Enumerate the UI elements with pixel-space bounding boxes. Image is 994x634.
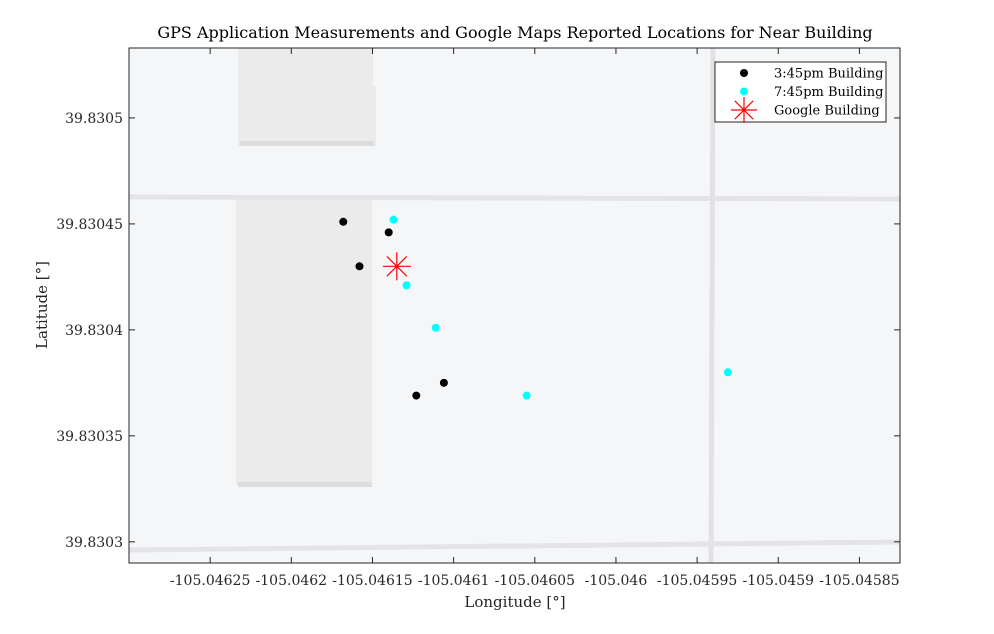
- data-points: [339, 215, 732, 400]
- building-shadow-main: [238, 482, 372, 487]
- legend-google-building-symbol: [731, 97, 757, 123]
- x-tick-label: -105.0459: [742, 573, 814, 589]
- x-tick-label: -105.04625: [170, 573, 250, 589]
- 3-45pm-building-point: [384, 228, 393, 237]
- road-horizontal-south: [128, 539, 901, 553]
- 7-45pm-building-point: [389, 215, 398, 224]
- y-axis-label: Latitude [°]: [33, 261, 51, 349]
- y-tick-label: 39.8304: [65, 323, 123, 339]
- road-horizontal-north: [128, 194, 901, 202]
- legend-3-45pm-building-symbol: [740, 69, 748, 77]
- legend-3-45pm-building-label: 3:45pm Building: [774, 67, 883, 82]
- 3-45pm-building-point: [412, 391, 421, 400]
- y-tick-label: 39.83045: [56, 217, 123, 233]
- legend-google-building-label: Google Building: [774, 104, 880, 119]
- x-tick-label: -105.04595: [657, 573, 737, 589]
- x-tick-label: -105.04605: [495, 573, 575, 589]
- star-stroke: [734, 100, 754, 120]
- 7-45pm-building-point: [522, 391, 531, 400]
- x-tick-label: -105.0461: [418, 573, 490, 589]
- building-shadow-north: [240, 141, 374, 146]
- road-vertical: [708, 47, 716, 564]
- x-tick-label: -105.0462: [256, 573, 328, 589]
- building-footprint-main: [236, 198, 372, 485]
- 3-45pm-building-point: [439, 378, 448, 387]
- y-tick-label: 39.8305: [65, 111, 123, 127]
- 7-45pm-building-point: [431, 323, 440, 332]
- x-axis-label: Longitude [°]: [464, 593, 565, 611]
- 3-45pm-building-point: [339, 217, 348, 226]
- map-background: [128, 47, 901, 564]
- x-tick-label: -105.04585: [819, 573, 899, 589]
- google-building-marker: [382, 252, 411, 281]
- star-stroke: [386, 255, 408, 277]
- legend: 3:45pm Building 7:45pm Building Google Bui…: [714, 61, 887, 123]
- x-tick-label: -105.046: [585, 573, 648, 589]
- 3-45pm-building-point: [355, 262, 364, 271]
- chart-title: GPS Application Measurements and Google …: [157, 23, 872, 42]
- 7-45pm-building-point: [402, 281, 411, 290]
- legend-7-45pm-building-symbol: [740, 87, 748, 96]
- plot-frame: [128, 47, 901, 564]
- y-tick-label: 39.8303: [65, 535, 123, 551]
- ticks: -105.04625 -105.0462 -105.04615 -105.0461 -1…: [56, 48, 900, 589]
- y-tick-label: 39.83035: [56, 429, 123, 445]
- building-footprint-north-ext: [238, 86, 376, 146]
- 7-45pm-building-point: [723, 368, 732, 377]
- legend-7-45pm-building-label: 7:45pm Building: [774, 85, 883, 100]
- x-tick-label: -105.04615: [332, 573, 412, 589]
